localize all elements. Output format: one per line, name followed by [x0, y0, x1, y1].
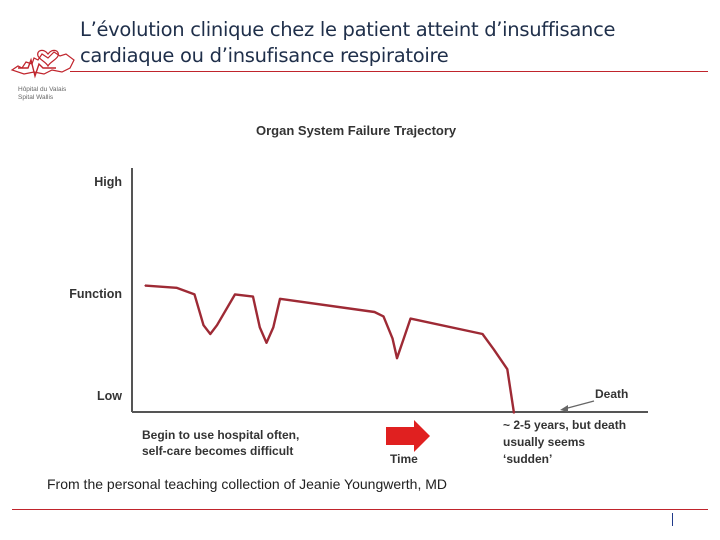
- series-point-5: [216, 324, 218, 326]
- footer-divider: [12, 509, 708, 510]
- slide-title-line2: cardiaque ou d’insufisance respiratoire: [80, 44, 449, 67]
- right-note-line2: usually seems: [503, 435, 585, 449]
- hospital-heart-logo-icon: [10, 49, 75, 79]
- series-point-12: [373, 311, 376, 313]
- series-line: [144, 284, 516, 414]
- time-arrow-icon: [386, 420, 430, 452]
- series-point-20: [506, 368, 508, 370]
- death-pointer: [563, 400, 595, 410]
- hospital-logo: Hôpital du Valais Spital Wallis: [8, 40, 80, 102]
- logo-text-line1: Hôpital du Valais: [18, 86, 67, 93]
- series-point-6: [234, 293, 236, 295]
- left-note-line2: self-care becomes difficult: [142, 444, 293, 458]
- series-point-13: [382, 315, 385, 317]
- series-point-8: [259, 326, 261, 328]
- series-point-10: [272, 326, 274, 328]
- slide-title: L’évolution clinique chez le patient att…: [80, 17, 680, 69]
- y-label-high: High: [94, 175, 122, 189]
- chart-title: Organ System Failure Trajectory: [256, 123, 457, 138]
- page-marker: [672, 513, 673, 526]
- series-point-17: [409, 318, 412, 320]
- series-point-0: [144, 285, 146, 287]
- series-point-1: [175, 287, 178, 289]
- death-pointer-head: [560, 405, 568, 412]
- series-point-9: [265, 342, 268, 344]
- series-point-16: [403, 337, 405, 339]
- logo-text-line2: Spital Wallis: [18, 94, 54, 101]
- x-axis-label: Time: [390, 452, 418, 466]
- trajectory-chart: Organ System Failure Trajectory High Fun…: [69, 123, 648, 466]
- right-note-line3: ‘sudden’: [503, 452, 552, 466]
- series-point-18: [481, 333, 484, 335]
- series-point-15: [396, 357, 398, 359]
- source-credit: From the personal teaching collection of…: [47, 476, 448, 492]
- series-point-2: [193, 293, 196, 295]
- slide-title-line1: L’évolution clinique chez le patient att…: [80, 18, 616, 41]
- y-label-function: Function: [69, 287, 122, 301]
- series-point-14: [391, 337, 394, 339]
- title-divider: [70, 71, 708, 72]
- death-label: Death: [595, 387, 628, 401]
- series-point-11: [279, 298, 281, 300]
- series-point-7: [252, 296, 254, 298]
- series-point-4: [209, 333, 211, 335]
- y-label-low: Low: [97, 389, 122, 403]
- right-note-line1: ~ 2-5 years, but death: [503, 418, 626, 432]
- left-note-line1: Begin to use hospital often,: [142, 428, 299, 442]
- series-point-21: [513, 412, 515, 414]
- series-points: [144, 285, 515, 414]
- series-point-3: [202, 324, 205, 326]
- series-point-19: [493, 348, 495, 350]
